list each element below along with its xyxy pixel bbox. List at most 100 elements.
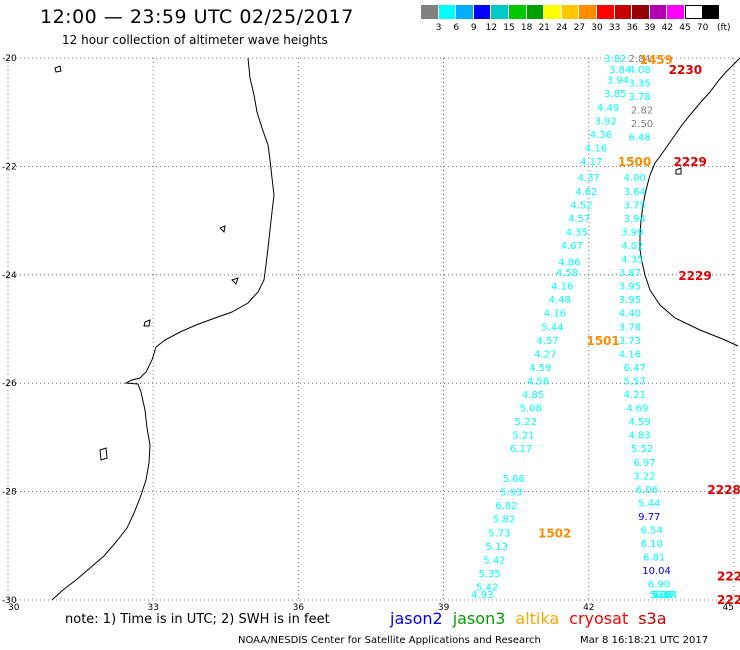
color-scale-tick: 18	[520, 23, 533, 33]
wave-height-label: 5.66	[503, 474, 525, 485]
map-plot: 30 33 36 39 42 45-20-22-24-26-28-30 3.823.843…	[2, 53, 740, 610]
wave-height-label: 3.85	[604, 89, 626, 100]
wave-height-label: 6.37	[653, 590, 675, 601]
wave-height-label: 5.44	[541, 322, 563, 333]
color-scale-swatches	[421, 5, 721, 19]
pass-time-label: 2229	[678, 269, 711, 283]
wave-height-label: 4.83	[628, 431, 650, 442]
x-tick-label: 39	[438, 603, 450, 610]
color-scale-tick: 12	[485, 23, 498, 33]
coastline-madagascar	[639, 57, 740, 347]
color-scale-tick: 27	[573, 23, 586, 33]
wave-height-label: 3.78	[628, 92, 650, 103]
map-grid	[7, 57, 735, 601]
color-scale-tick: 15	[503, 23, 515, 33]
wave-height-label: 5.35	[478, 569, 500, 580]
legend-jason2: jason2	[390, 609, 443, 628]
wave-height-label: 3.95	[619, 295, 641, 306]
wave-height-label: 3.64	[624, 187, 646, 198]
coastline	[51, 57, 740, 601]
wave-height-label: 4.62	[575, 187, 597, 198]
wave-height-label: 4.67	[561, 241, 583, 252]
wave-height-label: 6.06	[636, 485, 658, 496]
wave-height-label: 6.54	[641, 526, 663, 537]
color-swatch	[473, 5, 492, 19]
legend-s3a: s3a	[638, 609, 667, 628]
wave-height-label: 4.27	[534, 349, 556, 360]
wave-height-label: 9.77	[638, 512, 660, 523]
wave-height-label: 5.82	[493, 515, 515, 526]
wave-height-label: 4.37	[578, 173, 600, 184]
wave-height-labels: 3.823.843.943.854.493.924.364.164.174.37…	[471, 54, 677, 601]
wave-height-label: 3.94	[607, 76, 629, 87]
color-swatch	[544, 5, 562, 19]
x-tick-label: 30	[8, 603, 20, 610]
wave-height-label: 4.16	[619, 349, 641, 360]
color-swatch	[684, 5, 703, 19]
wave-height-label: 6.17	[510, 444, 532, 455]
color-swatch	[526, 5, 545, 19]
pass-time-label: 1501	[586, 334, 619, 348]
wave-height-label: 3.84	[609, 65, 631, 76]
wave-height-label: 5.57	[624, 376, 646, 387]
wave-height-label: 4.16	[544, 309, 566, 320]
color-scale-tick: 6	[453, 23, 460, 33]
island-outline	[219, 225, 226, 234]
wave-height-label: 6.90	[648, 580, 670, 591]
y-tick-label: -30	[2, 596, 17, 606]
map-title: 12:00 — 23:59 UTC 02/25/2017	[40, 6, 354, 28]
wave-height-label: 4.69	[626, 404, 648, 415]
wave-height-label: 2.50	[631, 119, 653, 130]
color-swatch	[614, 5, 633, 19]
pass-time-label: 222	[717, 593, 740, 607]
wave-height-label: 6.10	[641, 539, 663, 550]
wave-height-label: 3.75	[624, 200, 646, 211]
pass-time-label: 2228	[707, 483, 740, 497]
wave-height-label: 4.59	[529, 363, 551, 374]
color-scale-tick: 9	[470, 23, 477, 33]
wave-height-label: 4.57	[537, 336, 559, 347]
pass-time-label: 1500	[618, 155, 651, 169]
color-swatch	[579, 5, 597, 19]
wave-height-label: 4.35	[621, 255, 643, 266]
color-scale-tick: 21	[538, 23, 550, 33]
wave-height-label: 5.93	[500, 488, 522, 499]
color-swatch	[596, 5, 615, 19]
color-scale-tick: 24	[556, 23, 568, 33]
wave-height-label: 4.48	[549, 295, 571, 306]
color-scale-labels: 3 6 9 12 15 18 21 24 27 30 33 36 39 42 45 70	[421, 23, 740, 35]
map-subtitle: 12 hour collection of altimeter wave hei…	[62, 33, 328, 47]
island-outline	[675, 167, 682, 175]
y-tick-label: -28	[2, 488, 17, 498]
color-swatch	[561, 5, 580, 19]
island-outline	[231, 277, 239, 285]
wave-height-label: 5.42	[483, 555, 505, 566]
wave-height-label: 6.48	[628, 133, 650, 144]
coastline-africa	[51, 57, 275, 601]
wave-height-label: 5.44	[638, 498, 660, 509]
wave-height-label: 4.35	[566, 227, 588, 238]
footer-timestamp: Mar 8 16:18:21 UTC 2017	[580, 635, 709, 646]
wave-height-label: 4.02	[621, 241, 643, 252]
color-swatch	[632, 5, 650, 19]
color-swatch	[508, 5, 527, 19]
wave-height-label: 4.40	[619, 309, 641, 320]
x-tick-label: 36	[293, 603, 305, 610]
color-scale-tick: 45	[679, 23, 691, 33]
wave-height-label: 3.73	[619, 336, 641, 347]
color-swatch	[456, 5, 474, 19]
legend-cryosat: cryosat	[569, 609, 629, 628]
pass-time-label: 2230	[669, 63, 702, 77]
color-scale-tick: 33	[608, 23, 621, 33]
x-tick-label: 33	[147, 603, 158, 610]
wave-height-label: 3.95	[619, 282, 641, 293]
wave-height-label: 2.84	[628, 54, 650, 65]
y-tick-label: -24	[2, 271, 17, 281]
color-scale-tick: 3	[435, 23, 442, 33]
wave-height-label: 4.16	[551, 282, 573, 293]
wave-height-label: 3.94	[624, 214, 646, 225]
wave-height-label: 4.16	[585, 143, 607, 154]
color-swatch	[649, 5, 668, 19]
y-tick-label: -20	[2, 54, 17, 64]
